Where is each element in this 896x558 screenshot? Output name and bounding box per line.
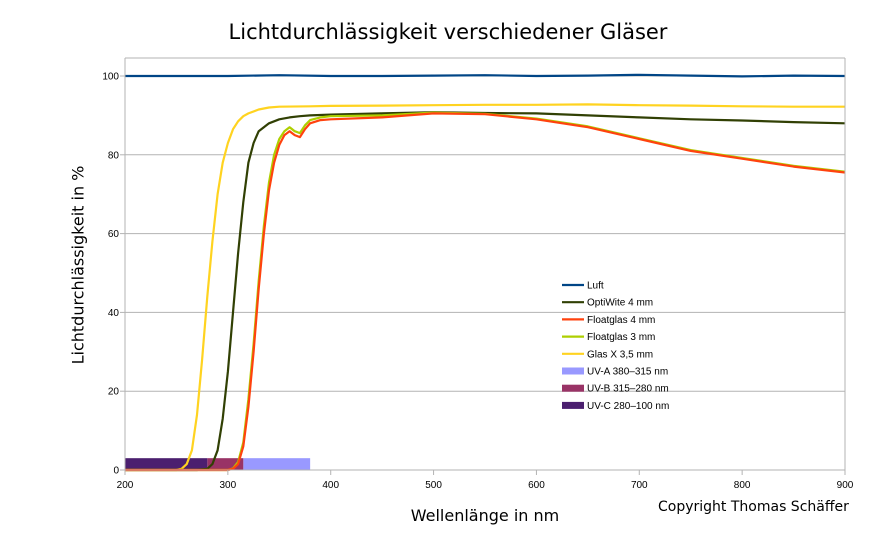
x-tick-label: 800: [734, 480, 751, 491]
series-line: [125, 111, 846, 472]
legend-label: Floatglas 4 mm: [587, 315, 655, 326]
data-series: [125, 73, 846, 472]
y-tick-label: 100: [102, 72, 119, 83]
x-tick-label: 300: [220, 480, 237, 491]
copyright-text: Copyright Thomas Schäffer: [658, 499, 849, 515]
gridlines: [125, 75, 845, 392]
legend-label: Floatglas 3 mm: [587, 332, 655, 343]
x-tick-label: 400: [322, 480, 339, 491]
legend-label: UV-C 280–100 nm: [587, 401, 669, 412]
y-tick-label: 0: [113, 466, 119, 477]
uv-bands: [125, 458, 311, 470]
legend-label: Luft: [587, 281, 604, 292]
series-line: [125, 103, 845, 472]
uv-band: [125, 458, 208, 470]
legend: Luft OptiWite 4 mm Floatglas 4 mm Floatglas…: [562, 281, 669, 412]
uv-band: [207, 458, 244, 470]
legend-label: UV-B 315–280 nm: [587, 384, 669, 395]
y-tick-label: 80: [108, 150, 120, 161]
series-line: [125, 111, 846, 472]
legend-label: UV-A 380–315 nm: [587, 367, 668, 378]
legend-swatch: [562, 401, 584, 409]
x-tick-label: 500: [425, 480, 442, 491]
legend-swatch: [562, 367, 584, 375]
x-axis-label: Wellenlänge in nm: [410, 506, 560, 525]
series-line: [125, 73, 846, 78]
uv-band: [243, 458, 311, 470]
legend-swatch: [562, 384, 584, 392]
x-tick-label: 600: [528, 480, 545, 491]
y-tick-label: 40: [108, 308, 120, 319]
series-line: [125, 112, 846, 472]
chart-title: Lichtdurchlässigkeit verschiedener Gläse…: [228, 20, 668, 44]
legend-label: OptiWite 4 mm: [587, 298, 653, 309]
axes: 0 20 40 60 80 100 200 300 400 500 600 700 800 900: [102, 57, 854, 491]
x-tick-label: 200: [117, 480, 134, 491]
y-tick-label: 60: [108, 229, 120, 240]
x-tick-label: 900: [837, 480, 854, 491]
legend-label: Glas X 3,5 mm: [587, 349, 653, 360]
x-tick-label: 700: [631, 480, 648, 491]
y-tick-label: 20: [108, 387, 120, 398]
